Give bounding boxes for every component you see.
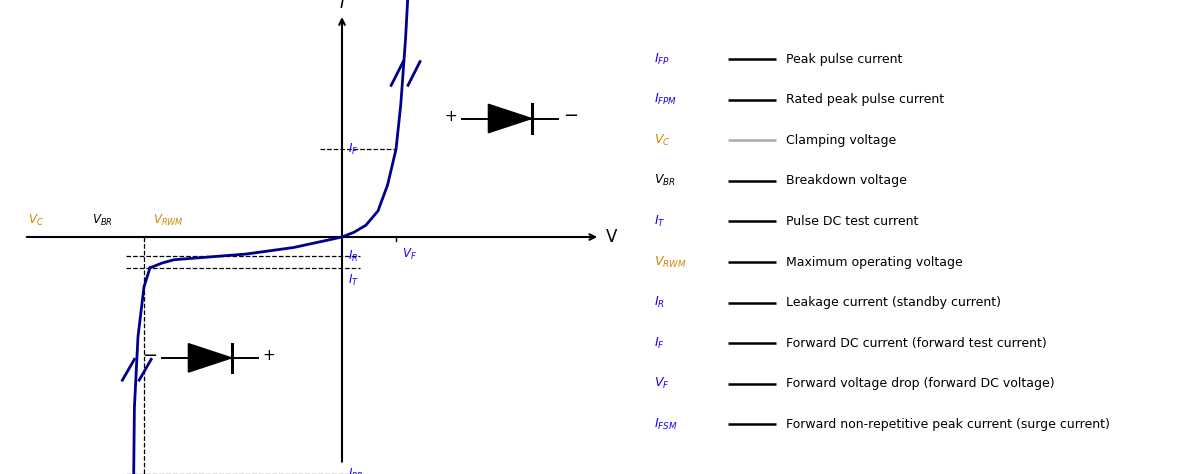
Text: $I_{R}$: $I_{R}$ [348,248,359,264]
Text: Leakage current (standby current): Leakage current (standby current) [786,296,1001,309]
Text: +: + [263,348,276,363]
Text: $V_{C}$: $V_{C}$ [28,212,44,228]
Text: Forward DC current (forward test current): Forward DC current (forward test current… [786,337,1046,350]
Text: $I_{T}$: $I_{T}$ [348,273,359,288]
Text: Rated peak pulse current: Rated peak pulse current [786,93,944,106]
Text: I: I [340,0,344,12]
Text: +: + [444,109,457,124]
Text: Breakdown voltage: Breakdown voltage [786,174,907,187]
Text: $I_{FP}$: $I_{FP}$ [654,52,670,67]
Text: Clamping voltage: Clamping voltage [786,134,896,147]
Text: V: V [606,228,617,246]
Text: $I_{FSM}$: $I_{FSM}$ [654,417,678,432]
Text: $I_{F}$: $I_{F}$ [348,142,359,157]
Text: $V_{BR}$: $V_{BR}$ [654,173,676,189]
Text: $V_{RWM}$: $V_{RWM}$ [654,255,686,270]
Text: $V_{RWM}$: $V_{RWM}$ [152,212,184,228]
Text: $V_{F}$: $V_{F}$ [654,376,670,391]
Polygon shape [188,344,232,372]
Text: $V_{C}$: $V_{C}$ [654,133,671,148]
Polygon shape [488,104,532,133]
Text: $V_{F}$: $V_{F}$ [402,246,416,262]
Text: $I_{PP}$: $I_{PP}$ [348,466,364,474]
Text: $V_{BR}$: $V_{BR}$ [91,212,113,228]
Text: Pulse DC test current: Pulse DC test current [786,215,918,228]
Text: $I_{FPM}$: $I_{FPM}$ [654,92,677,107]
Text: −: − [142,346,157,365]
Text: Peak pulse current: Peak pulse current [786,53,902,66]
Text: $I_{T}$: $I_{T}$ [654,214,666,229]
Text: $I_{F}$: $I_{F}$ [654,336,665,351]
Text: Forward non-repetitive peak current (surge current): Forward non-repetitive peak current (sur… [786,418,1110,431]
Text: Maximum operating voltage: Maximum operating voltage [786,255,962,268]
Text: −: − [563,107,578,125]
Text: Forward voltage drop (forward DC voltage): Forward voltage drop (forward DC voltage… [786,377,1055,390]
Text: $I_{R}$: $I_{R}$ [654,295,665,310]
